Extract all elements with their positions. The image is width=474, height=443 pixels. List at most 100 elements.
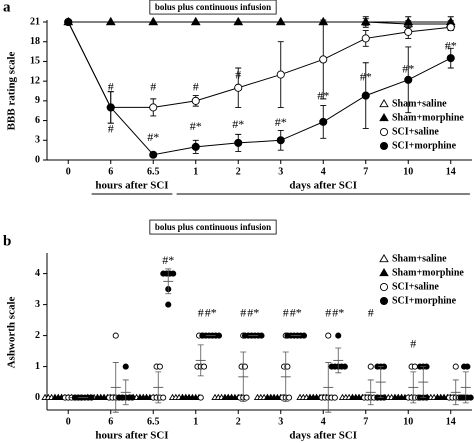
data-point (122, 363, 129, 370)
legend-label: SCI+morphine (392, 140, 457, 151)
y-tick-label: 21 (30, 16, 40, 27)
data-point (258, 332, 265, 339)
data-point (335, 332, 342, 339)
data-point (464, 363, 471, 370)
data-point (331, 394, 338, 401)
data-point (446, 23, 455, 32)
legend-label: SCI+saline (392, 126, 439, 137)
x-tick-label: 6.5 (147, 416, 160, 427)
note-box (149, 0, 277, 15)
y-tick-label: 0 (35, 154, 40, 165)
error-bar (197, 344, 204, 377)
data-point (234, 138, 243, 147)
data-point (404, 75, 413, 84)
annotation: #* (402, 62, 414, 76)
error-bar (282, 351, 289, 403)
annotation: #* (332, 306, 344, 320)
legend-marker (379, 282, 389, 292)
data-point (341, 363, 348, 370)
data-point (452, 363, 459, 370)
group-label: days after SCI (289, 430, 357, 442)
error-bar (452, 379, 459, 406)
error-bar (367, 379, 374, 406)
legend-marker (379, 296, 389, 306)
annotation: #* (247, 306, 259, 320)
data-point (112, 332, 119, 339)
data-point (404, 27, 413, 36)
error-bar (420, 366, 427, 398)
legend-marker (379, 267, 389, 277)
y-tick-label: 18 (30, 36, 40, 47)
x-tick-label: 0 (66, 416, 71, 427)
data-point (319, 117, 328, 126)
legend-marker (379, 112, 389, 122)
annotation: # (108, 79, 114, 93)
annotation: # (150, 79, 156, 93)
data-point (64, 17, 73, 27)
data-point (191, 142, 200, 151)
data-point (149, 150, 158, 159)
error-bar (240, 351, 247, 403)
group-label: hours after SCI (95, 430, 168, 442)
x-tick-label: 6 (108, 416, 113, 427)
annotation: #* (162, 253, 174, 267)
error-bar (377, 366, 384, 398)
data-point (319, 55, 328, 64)
y-tick-label: 6 (35, 115, 40, 126)
data-point (170, 270, 177, 277)
y-tick-label: 12 (30, 75, 40, 86)
x-tick-label: 6.5 (147, 166, 160, 177)
y-axis-label: BBB rating scale (6, 51, 18, 130)
data-point (160, 394, 167, 401)
data-point (361, 91, 370, 100)
legend-label: SCI+morphine (392, 295, 457, 306)
legend-marker (379, 127, 389, 137)
y-tick-label: 3 (35, 299, 40, 310)
data-point (129, 394, 136, 401)
y-tick-label: 9 (35, 95, 40, 106)
data-point (367, 363, 374, 370)
panel-letter: b (3, 233, 11, 249)
error-bar (335, 347, 342, 374)
data-point (361, 34, 370, 43)
annotation: # (198, 306, 204, 320)
x-tick-label: 4 (321, 416, 326, 427)
note: bolus plus continuous infusion (155, 2, 271, 12)
annotation: #* (445, 39, 457, 53)
data-point (285, 394, 293, 401)
legend-label: Sham+saline (392, 253, 447, 264)
x-tick-label: 10 (403, 166, 413, 177)
annotation: # (108, 122, 114, 136)
legend-marker (379, 141, 389, 151)
data-point (88, 394, 95, 401)
x-tick-label: 0 (66, 166, 71, 177)
y-tick-label: 4 (35, 268, 40, 279)
data-point (165, 301, 172, 308)
x-tick-label: 3 (278, 416, 283, 427)
x-tick-label: 14 (446, 416, 456, 427)
data-point (106, 103, 115, 112)
x-tick-label: 1 (193, 166, 198, 177)
error-bar (410, 371, 417, 404)
data-point (149, 103, 158, 112)
data-point (276, 136, 285, 145)
x-tick-label: 3 (278, 166, 283, 177)
x-tick-label: 6 (108, 166, 113, 177)
annotation: # (193, 79, 199, 93)
data-point (197, 394, 204, 401)
legend-marker (379, 98, 389, 108)
data-point (276, 70, 285, 79)
data-point (243, 394, 250, 401)
series-line (67, 21, 451, 156)
data-point (156, 363, 163, 370)
legend-label: SCI+saline (392, 281, 439, 292)
note: bolus plus continuous infusion (155, 222, 271, 232)
x-tick-label: 10 (403, 416, 413, 427)
x-tick-label: 14 (446, 166, 456, 177)
data-point (300, 332, 308, 339)
x-tick-label: 7 (363, 416, 368, 427)
annotation: # (325, 306, 331, 320)
error-bar (112, 362, 119, 413)
data-point (215, 332, 223, 339)
